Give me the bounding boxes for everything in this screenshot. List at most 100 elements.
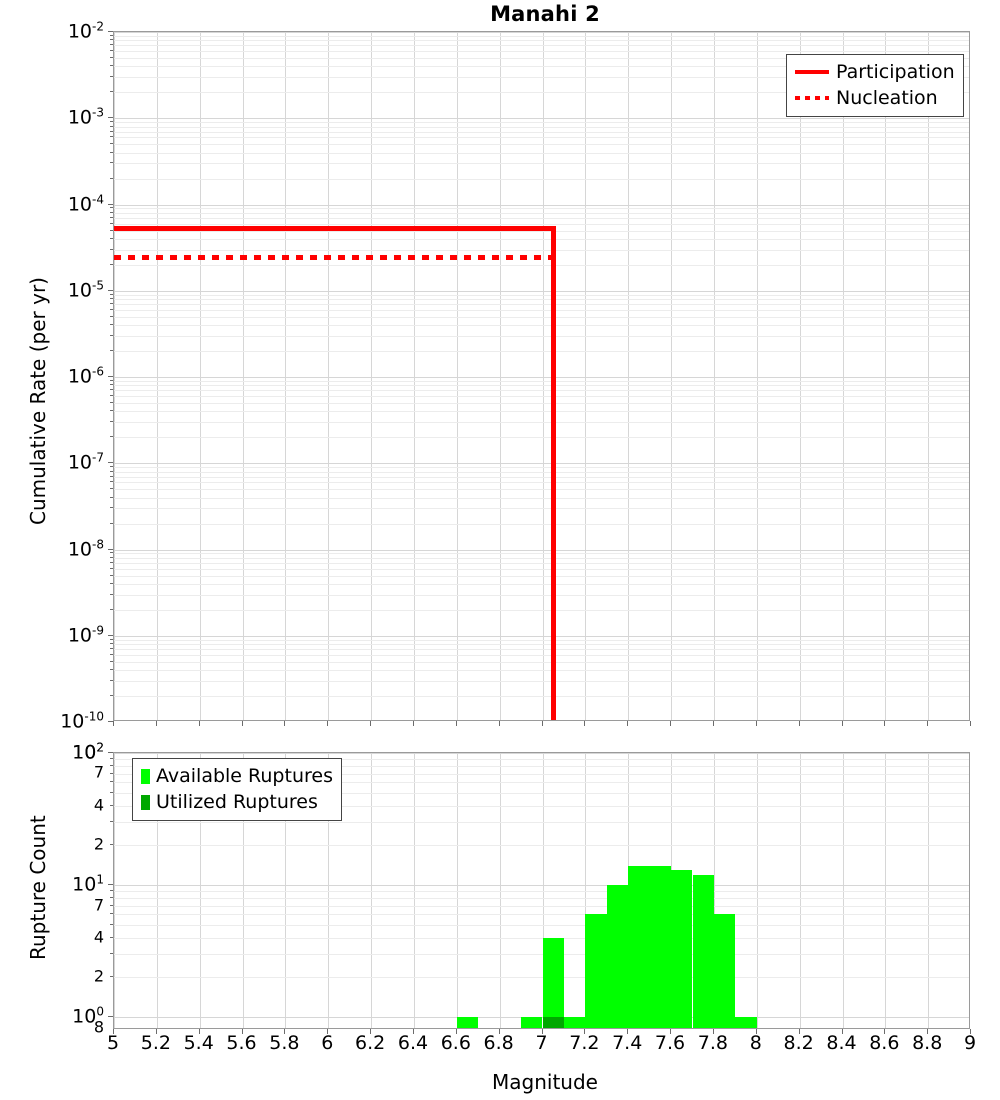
bar-available-ruptures	[563, 1017, 586, 1028]
y-tick-minor	[110, 764, 113, 766]
y-tick-label: 102	[72, 740, 104, 764]
gridline-horizontal-minor	[114, 212, 969, 214]
gridline-vertical	[713, 32, 715, 720]
y-tick-minor	[110, 913, 113, 915]
y-tick-label: 10-10	[60, 709, 104, 733]
x-tick-label: 5.6	[226, 1032, 257, 1054]
gridline-horizontal-minor	[114, 238, 969, 240]
y-tick-minor	[110, 229, 113, 231]
x-tick	[155, 721, 157, 726]
y-tick	[108, 884, 113, 886]
y-tick-minor	[110, 57, 113, 58]
gridline-horizontal-minor	[114, 131, 969, 133]
y-tick-label-minor: 2	[93, 966, 104, 986]
gridline-horizontal-minor	[114, 654, 969, 656]
y-tick	[108, 752, 113, 753]
gridline-horizontal-minor	[114, 51, 969, 53]
gridline-horizontal-minor	[114, 489, 969, 491]
y-tick-minor	[110, 679, 113, 681]
y-tick-minor	[110, 470, 113, 472]
bar-available-ruptures	[628, 865, 650, 1028]
y-tick-minor	[110, 593, 113, 595]
x-tick	[798, 721, 800, 726]
bar-available-ruptures	[692, 874, 714, 1028]
gridline-horizontal-minor	[114, 476, 969, 478]
legend-label-utilized-ruptures: Utilized Ruptures	[156, 791, 318, 813]
nucleation-curve-horizontal	[114, 255, 554, 261]
y-tick-minor	[110, 143, 113, 145]
gridline-vertical	[414, 32, 415, 720]
y-tick-minor	[110, 222, 113, 224]
x-tick	[241, 721, 243, 726]
x-tick-label: 8.6	[869, 1032, 900, 1054]
gridline-horizontal-minor	[114, 437, 969, 439]
gridline-horizontal-minor	[114, 403, 969, 404]
y-tick-minor	[110, 481, 113, 483]
y-tick-minor	[110, 608, 113, 610]
gridline-horizontal	[114, 118, 969, 120]
gridline-vertical	[885, 753, 887, 1028]
gridline-horizontal	[114, 463, 969, 465]
y-tick-minor	[110, 303, 113, 305]
y-tick-minor	[110, 350, 113, 351]
gridline-vertical	[799, 753, 801, 1028]
x-tick	[927, 721, 929, 726]
participation-curve-horizontal	[114, 226, 556, 232]
gridline-vertical	[585, 32, 587, 720]
gridline-vertical	[928, 753, 930, 1028]
x-tick	[155, 1029, 157, 1034]
gridline-horizontal-minor	[114, 822, 969, 824]
y-tick-minor	[110, 410, 113, 412]
y-tick-minor	[110, 475, 113, 477]
y-tick-label: 10-6	[67, 364, 104, 388]
y-tick-minor	[110, 384, 113, 386]
x-tick-label: 6.4	[397, 1032, 429, 1054]
y-tick-minor	[110, 567, 113, 569]
x-tick	[884, 1029, 886, 1034]
gridline-vertical	[371, 32, 373, 720]
y-tick-minor	[110, 781, 113, 783]
gridline-vertical	[713, 753, 715, 1028]
gridline-horizontal-minor	[114, 568, 969, 570]
gridline-horizontal-minor	[114, 325, 969, 327]
x-tick-label: 9	[963, 1032, 977, 1054]
gridline-horizontal-minor	[114, 163, 969, 165]
x-tick	[327, 721, 329, 726]
gridline-horizontal	[114, 290, 969, 292]
y-tick-minor	[110, 660, 113, 662]
gridline-horizontal-minor	[114, 144, 969, 146]
y-tick-label: 10-7	[67, 450, 104, 474]
x-tick	[284, 1029, 286, 1034]
x-tick	[370, 721, 372, 726]
y-tick-minor	[110, 896, 113, 898]
y-tick-minor	[110, 211, 113, 213]
gridline-vertical	[156, 32, 158, 720]
y-tick-minor	[110, 653, 113, 655]
gridline-horizontal-minor	[114, 385, 969, 387]
gridline-vertical	[285, 32, 287, 720]
gridline-horizontal	[114, 549, 969, 551]
gridline-horizontal-minor	[114, 583, 969, 585]
gridline-horizontal-minor	[114, 609, 969, 611]
bottom-panel-legend: Available Ruptures Utilized Ruptures	[132, 758, 342, 821]
y-tick-minor	[110, 466, 113, 468]
gridline-horizontal-minor	[114, 249, 969, 251]
gridline-horizontal-minor	[114, 523, 969, 525]
y-tick-minor	[110, 402, 113, 403]
legend-label-available-ruptures: Available Ruptures	[156, 765, 333, 787]
y-tick-minor	[110, 890, 113, 892]
y-tick-minor	[110, 263, 113, 265]
gridline-horizontal-minor	[114, 66, 969, 68]
y-tick-minor	[110, 648, 113, 650]
page-title: Manahi 2	[490, 2, 600, 26]
gridline-horizontal-minor	[114, 92, 969, 94]
y-tick-label: 10-8	[67, 536, 104, 561]
gridline-horizontal-minor	[114, 471, 969, 473]
gridline-horizontal-minor	[114, 562, 969, 564]
gridline-horizontal-minor	[114, 294, 969, 296]
legend-item-participation: Participation	[795, 59, 955, 85]
gridline-horizontal-minor	[114, 792, 969, 794]
x-tick	[927, 1029, 929, 1034]
x-tick-label: 7.2	[569, 1032, 600, 1054]
x-tick	[541, 1029, 543, 1034]
